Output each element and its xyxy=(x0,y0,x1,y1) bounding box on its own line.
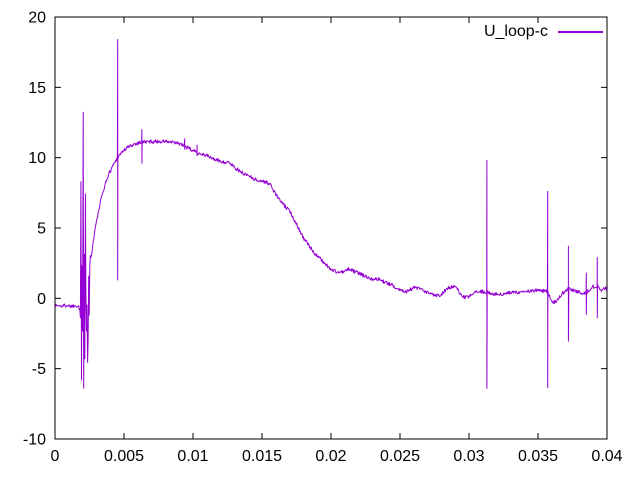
y-tick-label: 20 xyxy=(28,10,46,27)
x-tick-label: 0.01 xyxy=(177,448,208,465)
x-tick-label: 0.005 xyxy=(104,448,144,465)
y-tick-label: -5 xyxy=(32,361,46,378)
plot-border xyxy=(54,16,608,440)
x-tick-label: 0.03 xyxy=(453,448,484,465)
x-tick-label: 0.035 xyxy=(518,448,558,465)
y-tick-label: -10 xyxy=(23,432,46,449)
x-tick-label: 0.025 xyxy=(380,448,420,465)
y-tick-label: 15 xyxy=(28,80,46,97)
y-tick-label: 5 xyxy=(37,221,46,238)
legend: U_loop-c xyxy=(484,24,603,40)
legend-line-sample-icon xyxy=(558,31,603,33)
y-tick-label: 10 xyxy=(28,150,46,167)
x-tick-label: 0 xyxy=(51,448,60,465)
series-line-u-loop-c xyxy=(54,39,608,389)
x-tick-label: 0.04 xyxy=(591,448,622,465)
x-tick-label: 0.02 xyxy=(315,448,346,465)
y-tick-label: 0 xyxy=(37,291,46,308)
x-tick-label: 0.015 xyxy=(242,448,282,465)
legend-label: U_loop-c xyxy=(483,23,548,40)
